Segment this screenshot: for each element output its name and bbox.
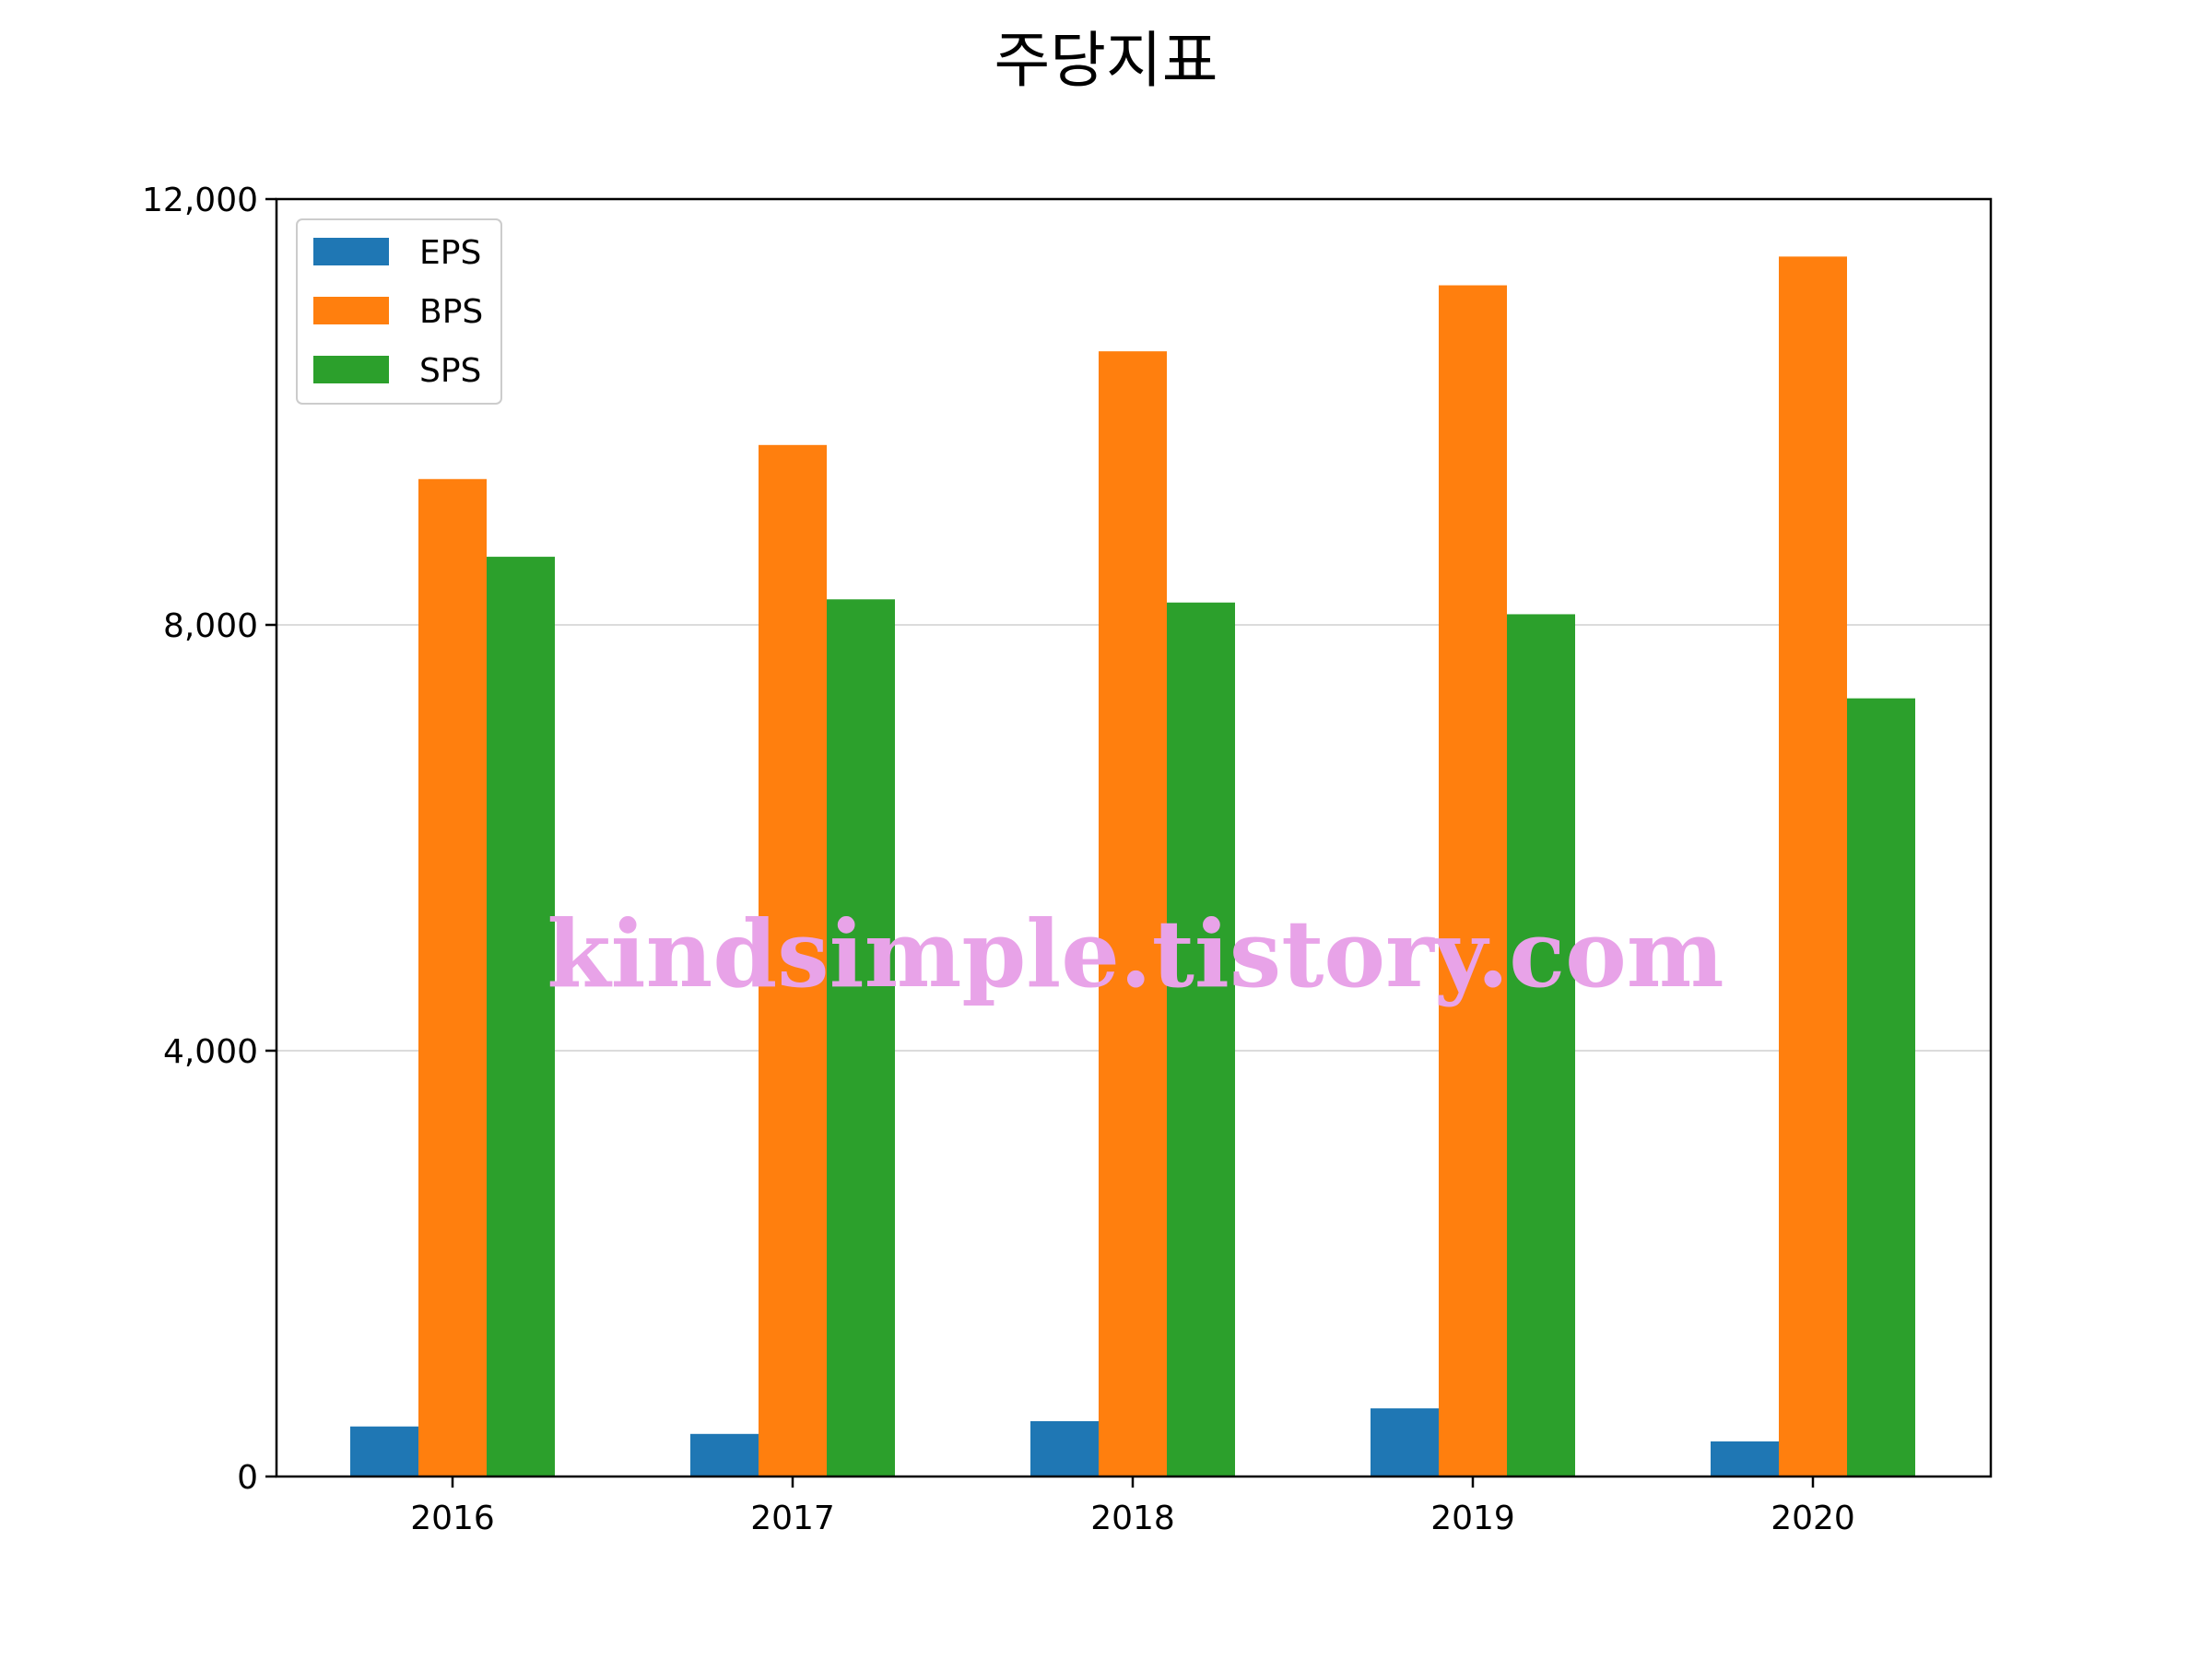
bars <box>350 256 1915 1477</box>
y-tick-label: 4,000 <box>163 1033 258 1071</box>
legend-swatch-bps <box>313 297 389 324</box>
bar-bps-2020 <box>1779 256 1847 1477</box>
bar-eps-2016 <box>350 1426 418 1477</box>
x-tick-label: 2016 <box>410 1500 495 1537</box>
bar-sps-2018 <box>1167 602 1235 1477</box>
bar-bps-2017 <box>759 444 827 1477</box>
y-axis: 0 4,000 8,000 12,000 <box>142 182 276 1497</box>
x-tick-label: 2017 <box>750 1500 835 1537</box>
bar-sps-2019 <box>1507 614 1575 1477</box>
x-tick-label: 2020 <box>1771 1500 1855 1537</box>
chart-title: 주당지표 <box>994 25 1218 96</box>
bar-eps-2017 <box>690 1433 759 1477</box>
bar-sps-2016 <box>487 557 555 1477</box>
bar-eps-2018 <box>1030 1420 1099 1477</box>
y-tick-label: 12,000 <box>142 182 258 219</box>
x-tick-label: 2019 <box>1430 1500 1515 1537</box>
legend-swatch-eps <box>313 238 389 265</box>
bar-sps-2020 <box>1847 698 1915 1477</box>
bar-bps-2019 <box>1439 285 1507 1477</box>
legend: EPS BPS SPS <box>296 218 502 405</box>
bar-bps-2018 <box>1099 351 1167 1477</box>
bar-eps-2020 <box>1711 1441 1779 1477</box>
x-axis: 2016 2017 2018 2019 2020 <box>410 1477 1855 1537</box>
bar-sps-2017 <box>827 599 895 1477</box>
legend-label-sps: SPS <box>419 352 481 390</box>
legend-swatch-sps <box>313 356 389 383</box>
x-tick-label: 2018 <box>1090 1500 1175 1537</box>
bar-eps-2019 <box>1371 1408 1439 1477</box>
y-tick-label: 8,000 <box>163 607 258 645</box>
legend-label-bps: BPS <box>419 293 483 331</box>
bar-bps-2016 <box>418 478 487 1477</box>
watermark-text: kindsimple.tistory.com <box>547 900 1724 1008</box>
legend-label-eps: EPS <box>419 234 481 272</box>
y-tick-label: 0 <box>237 1459 258 1497</box>
